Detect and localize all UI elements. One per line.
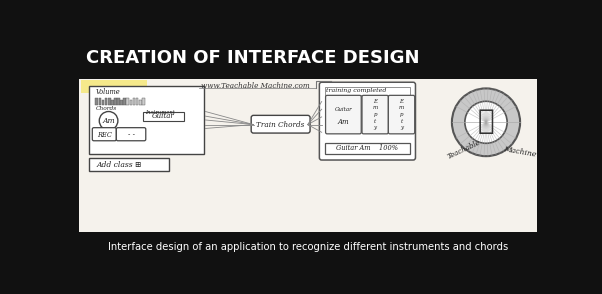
- Bar: [114, 98, 117, 105]
- FancyBboxPatch shape: [326, 95, 361, 134]
- Text: REC: REC: [97, 131, 112, 138]
- FancyBboxPatch shape: [116, 128, 146, 141]
- Text: Train Chords: Train Chords: [256, 121, 305, 128]
- Bar: [123, 98, 126, 105]
- FancyBboxPatch shape: [92, 128, 116, 141]
- FancyBboxPatch shape: [388, 95, 415, 134]
- Text: Am: Am: [338, 118, 349, 126]
- Text: 𝄞: 𝄞: [478, 107, 494, 135]
- Bar: [132, 98, 135, 105]
- Text: - -: - -: [128, 131, 135, 138]
- Circle shape: [452, 88, 520, 156]
- Bar: [81, 80, 147, 93]
- Text: www.Teachable Machine.com: www.Teachable Machine.com: [201, 82, 309, 90]
- Text: Guitar: Guitar: [335, 107, 352, 112]
- Bar: [142, 98, 144, 105]
- FancyBboxPatch shape: [89, 158, 169, 171]
- Bar: [79, 79, 537, 232]
- FancyBboxPatch shape: [89, 86, 204, 154]
- Bar: [120, 100, 123, 105]
- Circle shape: [465, 101, 507, 143]
- Text: Am: Am: [102, 117, 115, 125]
- FancyBboxPatch shape: [362, 95, 388, 134]
- Bar: [129, 100, 132, 105]
- Text: E
m
p
t
y: E m p t y: [399, 99, 404, 130]
- Bar: [126, 98, 129, 105]
- Bar: [135, 98, 138, 105]
- Text: Instrument: Instrument: [145, 110, 175, 115]
- Bar: [99, 98, 101, 105]
- Text: Machine: Machine: [503, 145, 537, 158]
- Circle shape: [99, 111, 118, 130]
- Bar: [75, 232, 542, 262]
- Text: Chords: Chords: [95, 106, 117, 111]
- Bar: [75, 35, 542, 78]
- Bar: [139, 100, 141, 105]
- Bar: [95, 98, 98, 105]
- FancyBboxPatch shape: [251, 115, 310, 133]
- FancyBboxPatch shape: [325, 143, 410, 154]
- Text: Guitar Am    100%: Guitar Am 100%: [337, 144, 399, 153]
- Bar: [105, 98, 107, 105]
- FancyBboxPatch shape: [143, 111, 184, 121]
- Bar: [325, 87, 410, 95]
- Bar: [111, 100, 114, 105]
- Text: Volume: Volume: [95, 88, 120, 96]
- Text: Add class ⊞: Add class ⊞: [97, 161, 142, 169]
- Bar: [102, 100, 104, 105]
- Text: Guitar: Guitar: [152, 112, 175, 120]
- FancyBboxPatch shape: [320, 82, 415, 160]
- Text: CREATION OF INTERFACE DESIGN: CREATION OF INTERFACE DESIGN: [86, 49, 420, 67]
- Bar: [117, 98, 120, 105]
- Text: training completed: training completed: [326, 88, 386, 93]
- Bar: [108, 98, 111, 105]
- Text: E
m
p
t
y: E m p t y: [373, 99, 378, 130]
- Text: Teachable: Teachable: [447, 139, 482, 161]
- Text: Interface design of an application to recognize different instruments and chords: Interface design of an application to re…: [108, 242, 509, 252]
